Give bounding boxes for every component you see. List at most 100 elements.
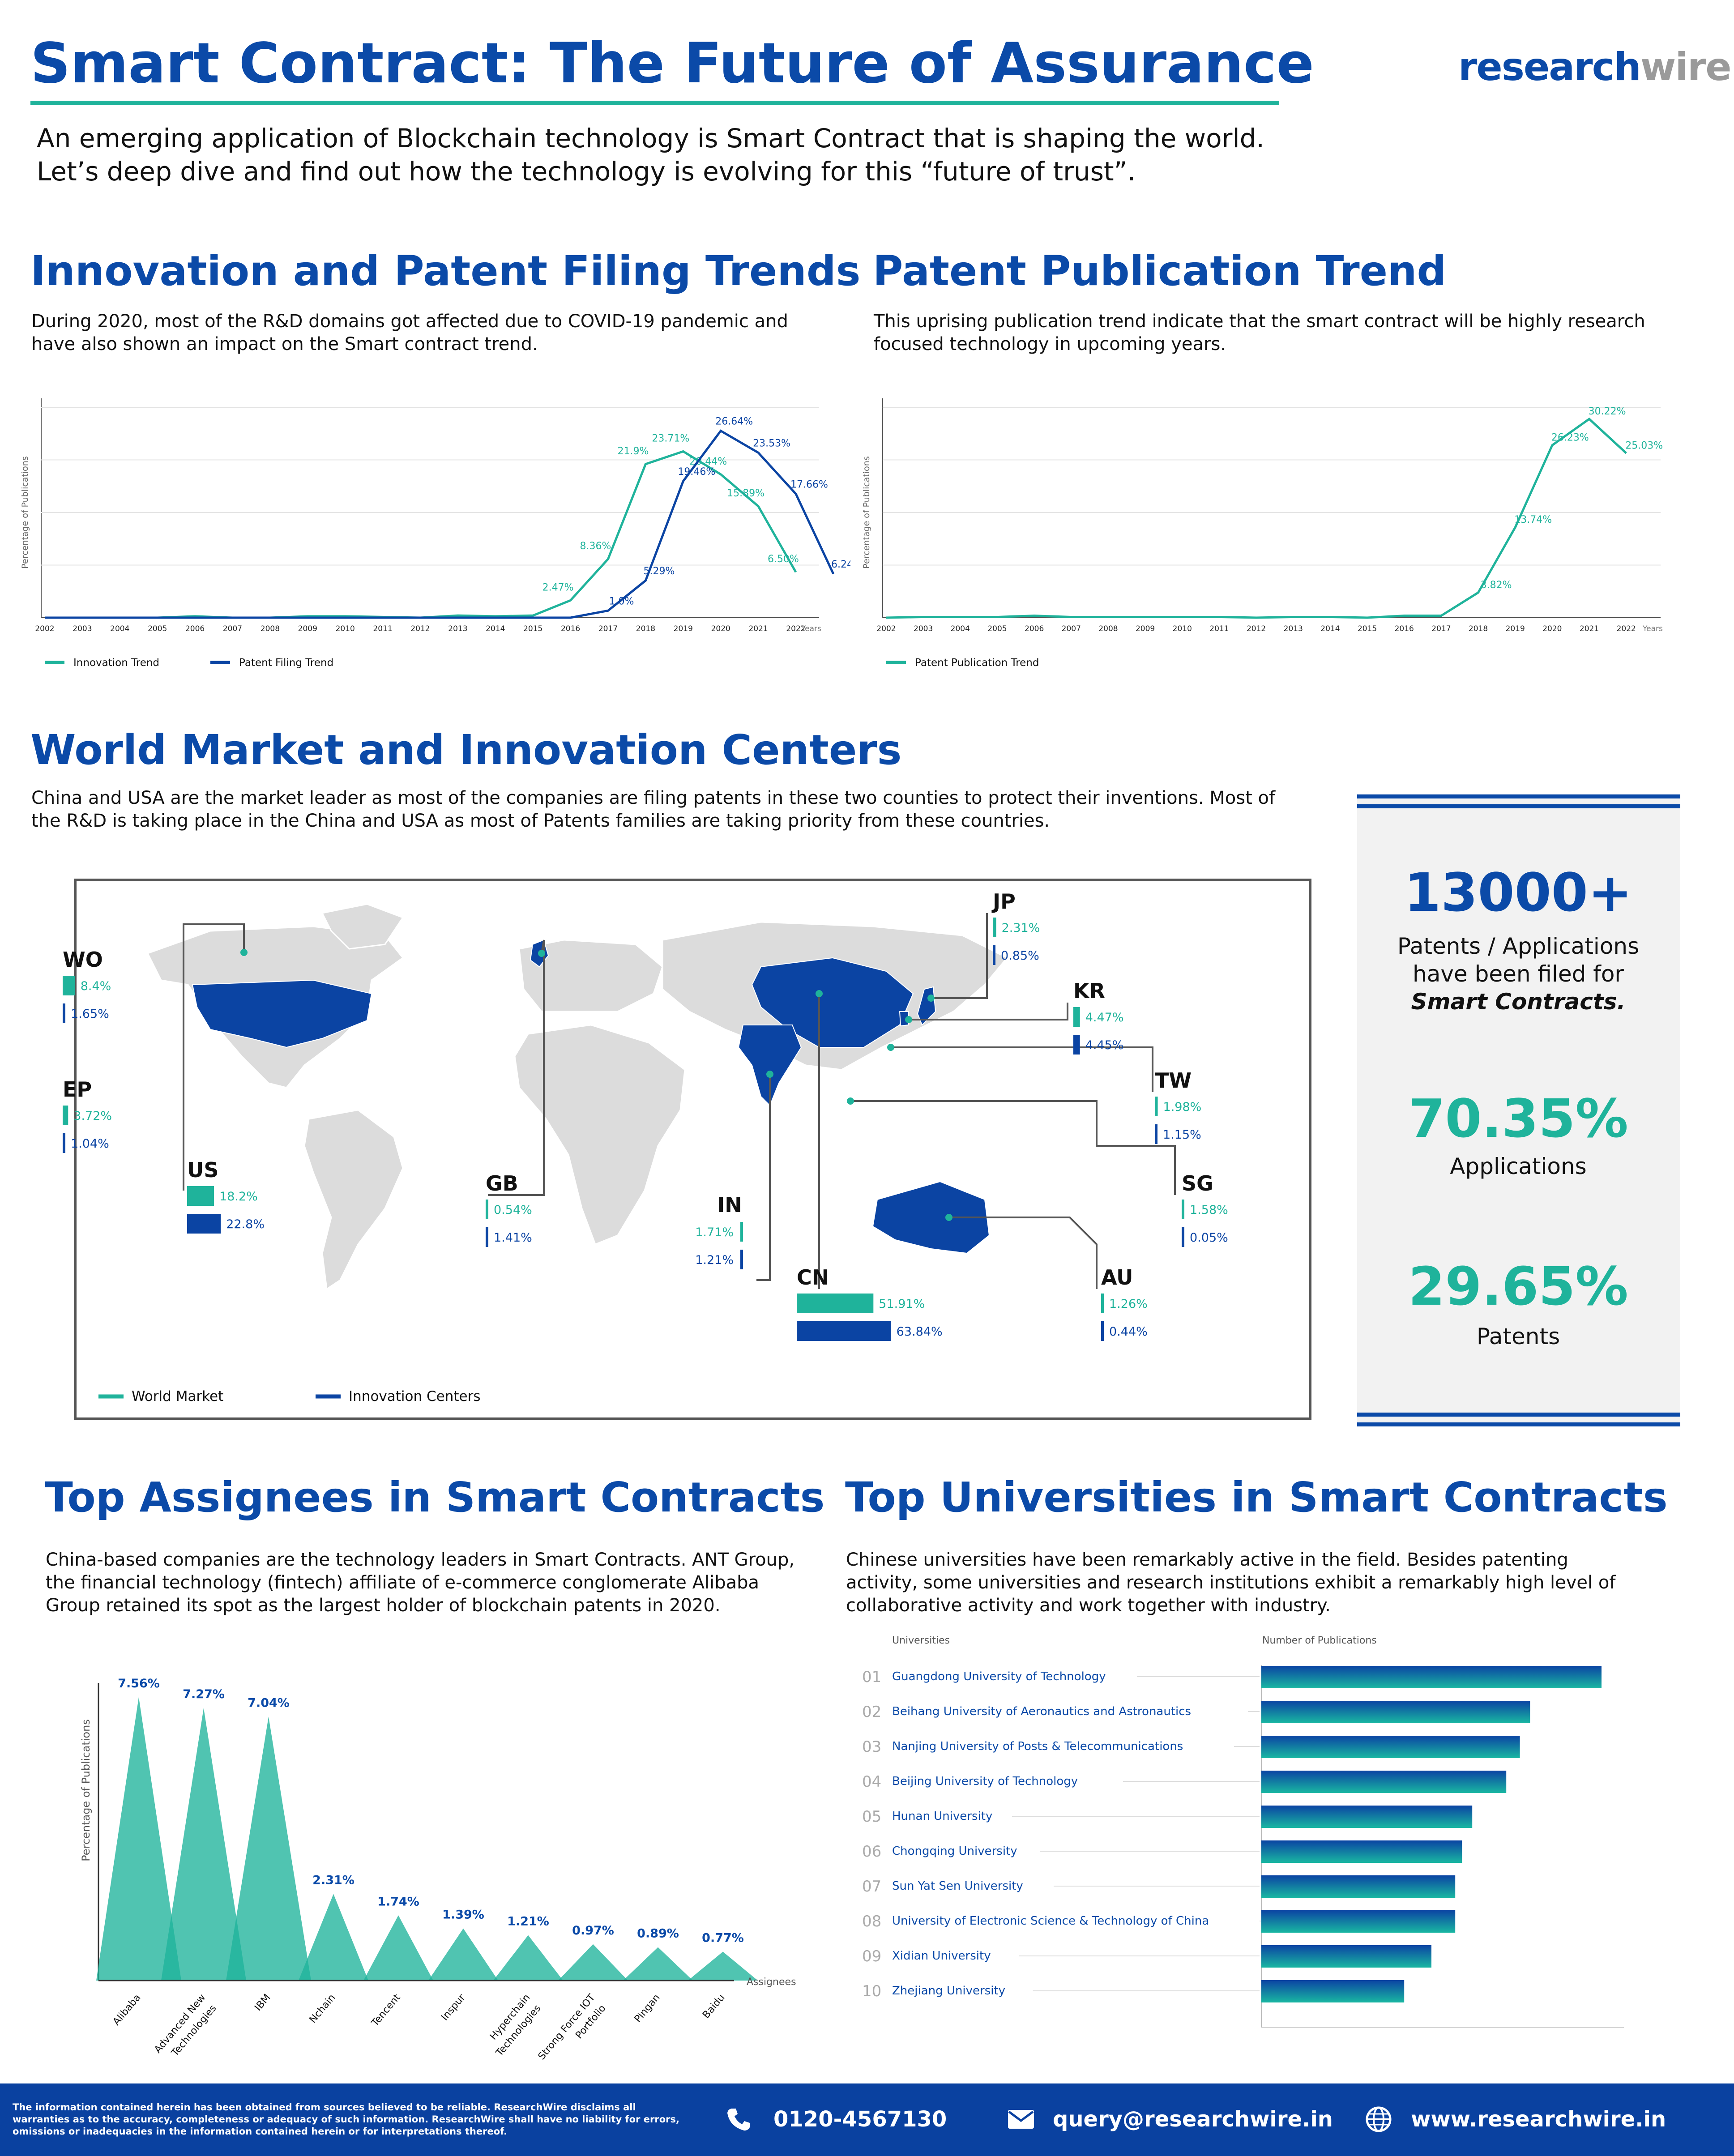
x-tick-label: 2022 [1617,624,1636,633]
bar [1261,1980,1405,2002]
x-tick-label: 2015 [523,624,542,633]
country-marker [816,990,823,997]
legend-label: Innovation Centers [349,1388,480,1405]
category-label: University of Electronic Science & Techn… [892,1914,1209,1928]
disclaimer: The information contained herein has bee… [13,2102,679,2137]
website-link[interactable]: www.researchwire.in [1411,2107,1666,2132]
brand-logo-part: research [1458,45,1641,90]
x-axis-label: Years [1642,624,1663,633]
country-code: KR [1073,979,1105,1003]
stat-label: Patents [1476,1323,1560,1349]
x-tick-label: 2007 [1062,624,1081,633]
bar-innovation-centers [740,1250,743,1269]
area-peak [299,1894,368,1981]
rank-label: 01 [862,1668,881,1686]
bar [1261,1806,1473,1828]
bar-innovation-centers [1101,1321,1104,1341]
bar [1261,1771,1507,1793]
category-label: Chongqing University [892,1844,1017,1858]
section-title: World Market and Innovation Centers [30,726,902,774]
bar-world-market [797,1294,874,1313]
area-peak [161,1708,246,1981]
bar-world-market [1073,1007,1080,1027]
data-label: 0.97% [572,1924,614,1938]
x-tick-label: 2008 [261,624,280,633]
x-axis-label: Assignees [747,1977,796,1988]
universities-bar-chart: Universities Number of Publications 01 Guan… [862,1635,1624,2028]
x-tick-label: 2020 [711,624,730,633]
data-label: 21.9% [617,446,649,457]
x-tick-label: 2004 [110,624,129,633]
country-marker [538,950,545,957]
x-tick-label: 2007 [223,624,242,633]
stat-label: Smart Contracts. [1411,989,1626,1015]
section-text: China and USA are the market leader as m… [31,788,1276,831]
data-label: 13.74% [1514,514,1552,525]
callout-leader [891,1046,1153,1092]
x-tick-label: 2012 [410,624,430,633]
data-label: 0.54% [494,1203,532,1217]
category-label: Tencent [369,1992,403,2029]
data-label: 0.89% [637,1926,679,1940]
category-label: Xidian University [892,1949,991,1963]
bar [1261,1666,1602,1688]
rank-label: 08 [862,1913,881,1930]
data-label: 3.72% [73,1109,112,1123]
data-label: 6.24% [831,559,850,570]
usa-shape [192,979,372,1048]
x-tick-label: 2011 [373,624,392,633]
bar-innovation-centers [1073,1035,1080,1055]
data-label: 2.47% [542,582,574,593]
rank-label: 10 [862,1982,881,2000]
callout-leader [949,1217,1098,1289]
data-label: 25.03% [1625,440,1663,451]
brand-logo-part: wire [1640,45,1732,90]
country-marker [240,949,248,956]
south-america-shape [303,1109,404,1290]
data-label: 1.71% [695,1225,734,1239]
data-label: 6.50% [768,554,799,565]
data-label: 0.05% [1190,1231,1228,1245]
title-underline [30,101,1279,105]
x-tick-label: 2017 [598,624,618,633]
callout-leader [756,1074,771,1281]
bar-innovation-centers [63,1003,65,1023]
category-label: Sun Yat Sen University [892,1879,1023,1893]
bar-innovation-centers [486,1227,488,1247]
data-label: 1.39% [442,1908,484,1922]
country-callout: AU 1.26% 0.44% [1101,1265,1148,1341]
x-tick-label: 2015 [1358,624,1377,633]
section-title: Top Assignees in Smart Contracts [45,1473,825,1521]
bar [1261,1736,1520,1758]
category-label: Inspur [439,1992,468,2023]
category-label: IBM [252,1992,273,2013]
data-label: 0.85% [1001,949,1039,963]
australia-hl-shape [872,1181,990,1254]
country-callout: SG 1.58% 0.05% [1182,1171,1228,1247]
x-tick-label: 2022 [786,624,805,633]
country-callout: KR 4.47% 4.45% [1073,979,1124,1055]
phone-number[interactable]: 0120-4567130 [773,2107,947,2132]
x-tick-label: 2005 [148,624,167,633]
x-axis-label: Years [801,624,821,633]
data-label: 22.8% [226,1217,265,1231]
data-label: 5.29% [643,566,675,577]
area-peak [558,1944,628,1981]
legend-label: Patent Publication Trend [915,657,1039,669]
section-text: During 2020, most of the R&D domains got… [31,311,788,354]
email-link[interactable]: query@researchwire.in [1053,2107,1333,2132]
bar-innovation-centers [797,1321,891,1341]
bar-world-market [63,976,75,995]
x-tick-label: 2017 [1431,624,1451,633]
assignees-chart: Percentage of Publications 7.56% Alibaba 7.… [80,1677,796,2062]
country-marker [766,1071,773,1078]
country-callout: CN 51.91% 63.84% [797,1265,943,1341]
x-tick-label: 2010 [336,624,355,633]
x-tick-label: 2018 [636,624,655,633]
data-label: 1.21% [695,1253,734,1267]
data-label: 1.26% [1109,1297,1148,1311]
data-label: 1.65% [71,1007,109,1021]
rank-label: 04 [862,1773,881,1791]
country-marker [905,1016,912,1023]
country-callout: EP 3.72% 1.04% [63,1077,112,1153]
